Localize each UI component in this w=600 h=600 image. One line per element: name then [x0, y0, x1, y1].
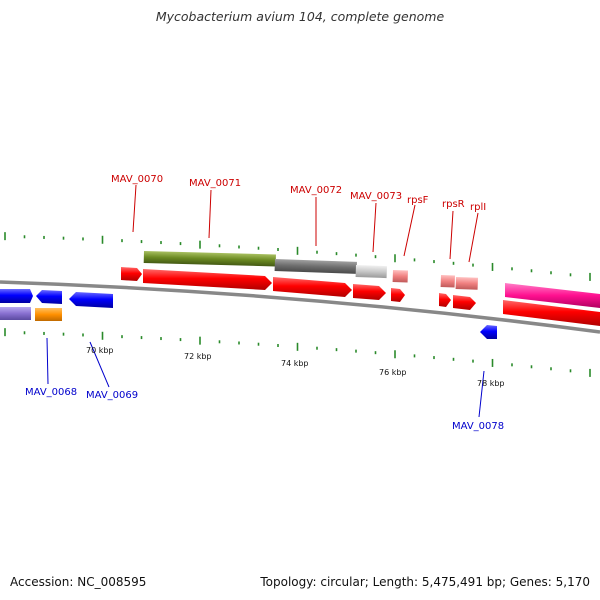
feature-magenta[interactable]: [505, 283, 600, 308]
cds-arrow-0073[interactable]: [353, 284, 386, 300]
inner-tick-track: [4, 328, 591, 377]
feature-green[interactable]: [143, 250, 276, 267]
cds-arrow-0070[interactable]: [121, 267, 142, 281]
gene-label-mav-0069[interactable]: MAV_0069: [86, 390, 138, 401]
feature-gray[interactable]: [274, 259, 357, 274]
label-leaders: [46, 184, 485, 418]
gene-label-mav-0072[interactable]: MAV_0072: [290, 185, 342, 196]
cds-arrow-rpsF[interactable]: [391, 288, 405, 302]
gene-label-rpsR[interactable]: rpsR: [442, 199, 465, 210]
accession-text: Accession: NC_008595: [10, 575, 147, 589]
scale-label-78kbp: 78 kbp: [477, 379, 505, 388]
gene-label-rplI[interactable]: rplI: [470, 202, 486, 213]
cds-arrow-0072[interactable]: [273, 277, 352, 297]
cds-arrow-0071[interactable]: [143, 269, 272, 290]
cds-arrow-rev-0067[interactable]: [0, 289, 33, 303]
genome-info-text: Topology: circular; Length: 5,475,491 bp…: [260, 575, 590, 589]
scale-label-70kbp: 70 kbp: [86, 346, 114, 355]
gene-label-mav-0068[interactable]: MAV_0068: [25, 387, 77, 398]
feature-pink-rpsF[interactable]: [392, 270, 408, 283]
cds-arrow-rev-0068[interactable]: [36, 290, 62, 304]
scale-label-72kbp: 72 kbp: [184, 352, 212, 361]
feature-orange[interactable]: [35, 308, 62, 321]
gene-label-rpsF[interactable]: rpsF: [407, 195, 429, 206]
feature-light-gray[interactable]: [355, 265, 387, 279]
cds-arrow-rpsR[interactable]: [439, 293, 451, 307]
feature-purple[interactable]: [0, 307, 31, 320]
gene-label-mav-0078[interactable]: MAV_0078: [452, 421, 504, 432]
cds-arrow-rplI[interactable]: [453, 295, 476, 310]
gene-label-mav-0071[interactable]: MAV_0071: [189, 178, 241, 189]
gene-label-mav-0073[interactable]: MAV_0073: [350, 191, 402, 202]
cds-arrow-rev-0078[interactable]: [480, 325, 497, 339]
cds-arrow-rev-0069[interactable]: [69, 292, 113, 308]
feature-pink-rplI[interactable]: [455, 277, 478, 290]
scale-label-74kbp: 74 kbp: [281, 359, 309, 368]
gene-label-mav-0070[interactable]: MAV_0070: [111, 174, 163, 185]
map-title: Mycobacterium avium 104, complete genome: [155, 9, 445, 24]
outer-tick-track: [4, 232, 591, 281]
feature-pink-rpsR[interactable]: [440, 275, 455, 288]
scale-label-76kbp: 76 kbp: [379, 368, 407, 377]
cds-arrow-right[interactable]: [503, 300, 600, 326]
genome-backbone: [0, 280, 600, 334]
